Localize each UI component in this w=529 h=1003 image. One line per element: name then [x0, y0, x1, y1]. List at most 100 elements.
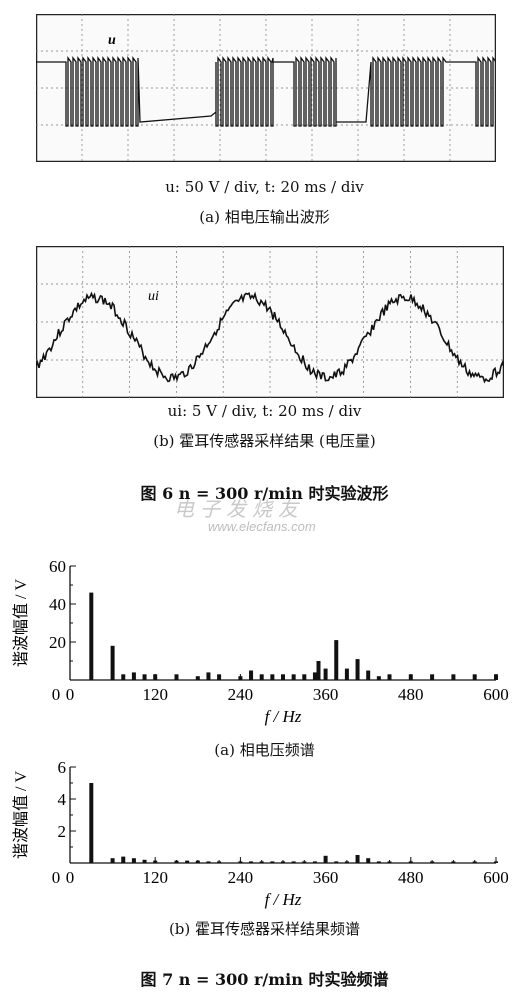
fig6-title-text: 图 6 n = 300 r/min 时实验波形	[140, 484, 389, 503]
spectrum-bar	[472, 674, 477, 680]
spectrum-bar	[206, 861, 211, 863]
x-tick-label: 0	[66, 868, 75, 887]
spectrum-bar	[344, 861, 349, 863]
scope-a: u	[36, 14, 496, 162]
spectrum-bar	[238, 676, 243, 680]
spectrum-bar	[430, 674, 435, 680]
spectrum-bar	[344, 668, 349, 680]
spectrum-bar	[195, 860, 200, 863]
y-axis-label: 谐波幅值 / V	[12, 579, 30, 667]
x-tick-label: 0	[66, 685, 75, 704]
fig6a-scale-caption: u: 50 V / div, t: 20 ms / div	[0, 178, 529, 196]
spectrum-bar	[472, 861, 477, 863]
spectrum-bar	[376, 676, 381, 680]
spectrum-bar	[451, 861, 456, 863]
spectrum-bar	[89, 783, 94, 863]
spectrum-bar	[121, 674, 126, 680]
x-tick-label: 600	[483, 685, 509, 704]
origin-label: 0	[52, 685, 61, 704]
x-tick-label: 600	[483, 868, 509, 887]
spectrum-bar	[387, 861, 392, 863]
spectrum-bar	[238, 861, 243, 863]
origin-label: 0	[52, 868, 61, 887]
fig6b-scale-caption: ui: 5 V / div, t: 20 ms / div	[0, 402, 529, 420]
spectrum-bar	[174, 674, 179, 680]
spectrum-bar	[195, 676, 200, 680]
spectrum-chart-b: 0 120 240 360 480 600 2 4 6 0 谐波幅值 / V f / Hz	[12, 758, 509, 909]
spectrum-bar	[366, 858, 371, 863]
y-tick-label: 4	[58, 790, 67, 809]
spectrum-bar	[259, 674, 264, 680]
fig7b-caption-text: (b) 霍耳传感器采样结果频谱	[168, 920, 361, 938]
x-axis-label: f / Hz	[265, 707, 302, 726]
x-tick-label: 480	[398, 868, 424, 887]
spectrum-bar	[249, 861, 254, 863]
spectrum-bar	[355, 855, 360, 863]
x-axis-label: f / Hz	[265, 890, 302, 909]
spectrum-bar	[174, 860, 179, 863]
fig7b-caption: (b) 霍耳传感器采样结果频谱	[0, 918, 529, 939]
spectrum-bar	[302, 674, 307, 680]
spectrum-bar	[89, 592, 94, 680]
spectrum-bar	[185, 860, 190, 863]
spectrum-bar	[153, 674, 158, 680]
fig7a-caption: (a) 相电压频谱	[0, 739, 529, 760]
spectrum-bar	[291, 861, 296, 863]
fig6b-title-caption: (b) 霍耳传感器采样结果 (电压量)	[0, 430, 529, 451]
spectrum-bar	[334, 861, 339, 863]
spectrum-bar	[270, 861, 275, 863]
fig6a-scale-text: u: 50 V / div, t: 20 ms / div	[165, 178, 364, 196]
spectrum-bar	[249, 670, 254, 680]
spectrum-bar	[366, 670, 371, 680]
watermark-url: www.elecfans.com	[208, 519, 316, 534]
x-tick-label: 360	[313, 685, 339, 704]
x-tick-label: 120	[142, 685, 168, 704]
y-axis-label: 谐波幅值 / V	[12, 771, 30, 859]
watermark-logo-text: 电子发烧友	[174, 497, 304, 521]
x-tick-label: 480	[398, 685, 424, 704]
y-tick-label: 40	[49, 595, 66, 614]
fig7a-caption-text: (a) 相电压频谱	[214, 741, 315, 759]
spectrum-bar	[387, 674, 392, 680]
spectrum-bar	[270, 674, 275, 680]
spectrum-bar	[121, 856, 126, 863]
spectrum-bar	[408, 861, 413, 863]
fig6-title: 图 6 n = 300 r/min 时实验波形	[0, 480, 529, 504]
fig7-title-text: 图 7 n = 300 r/min 时实验频谱	[140, 970, 389, 989]
scope-b-trace-label: ui	[148, 289, 159, 304]
fig6b-scale-text: ui: 5 V / div, t: 20 ms / div	[167, 402, 362, 420]
spectrum-bar	[153, 860, 158, 863]
spectrum-bar	[408, 674, 413, 680]
spectrum-bar	[110, 858, 115, 863]
x-tick-label: 240	[228, 868, 254, 887]
spectrum-bar	[376, 861, 381, 863]
spectrum-bar	[131, 858, 136, 863]
spectrum-bar	[494, 861, 498, 863]
spectrum-bar	[217, 861, 222, 863]
spectrum-bar	[281, 674, 285, 680]
watermark-logo: 电子发烧友 www.elecfans.com	[168, 493, 398, 543]
spectrum-bar	[430, 861, 435, 863]
x-tick-label: 120	[142, 868, 168, 887]
spectrum-bar	[323, 855, 328, 863]
scope-a-trace-label: u	[108, 33, 116, 48]
spectrum-bar	[312, 861, 317, 863]
y-tick-label: 6	[58, 758, 67, 777]
spectrum-bar	[355, 659, 360, 680]
fig6a-title-caption: (a) 相电压输出波形	[0, 206, 529, 227]
y-tick-label: 20	[49, 633, 66, 652]
spectrum-bar	[206, 672, 211, 680]
fig6b-title-text: (b) 霍耳传感器采样结果 (电压量)	[153, 432, 376, 450]
spectrum-bar	[494, 674, 498, 680]
spectrum-bar	[217, 674, 222, 680]
x-tick-label: 240	[228, 685, 254, 704]
spectrum-bar	[312, 672, 317, 680]
y-tick-label: 60	[49, 557, 66, 576]
spectrum-bar	[110, 645, 115, 680]
scope-b: ui	[36, 246, 504, 398]
spectrum-bar	[323, 668, 328, 680]
x-tick-label: 360	[313, 868, 339, 887]
spectrum-bar	[281, 861, 285, 863]
spectrum-bar	[451, 674, 456, 680]
spectrum-bar	[142, 674, 147, 680]
